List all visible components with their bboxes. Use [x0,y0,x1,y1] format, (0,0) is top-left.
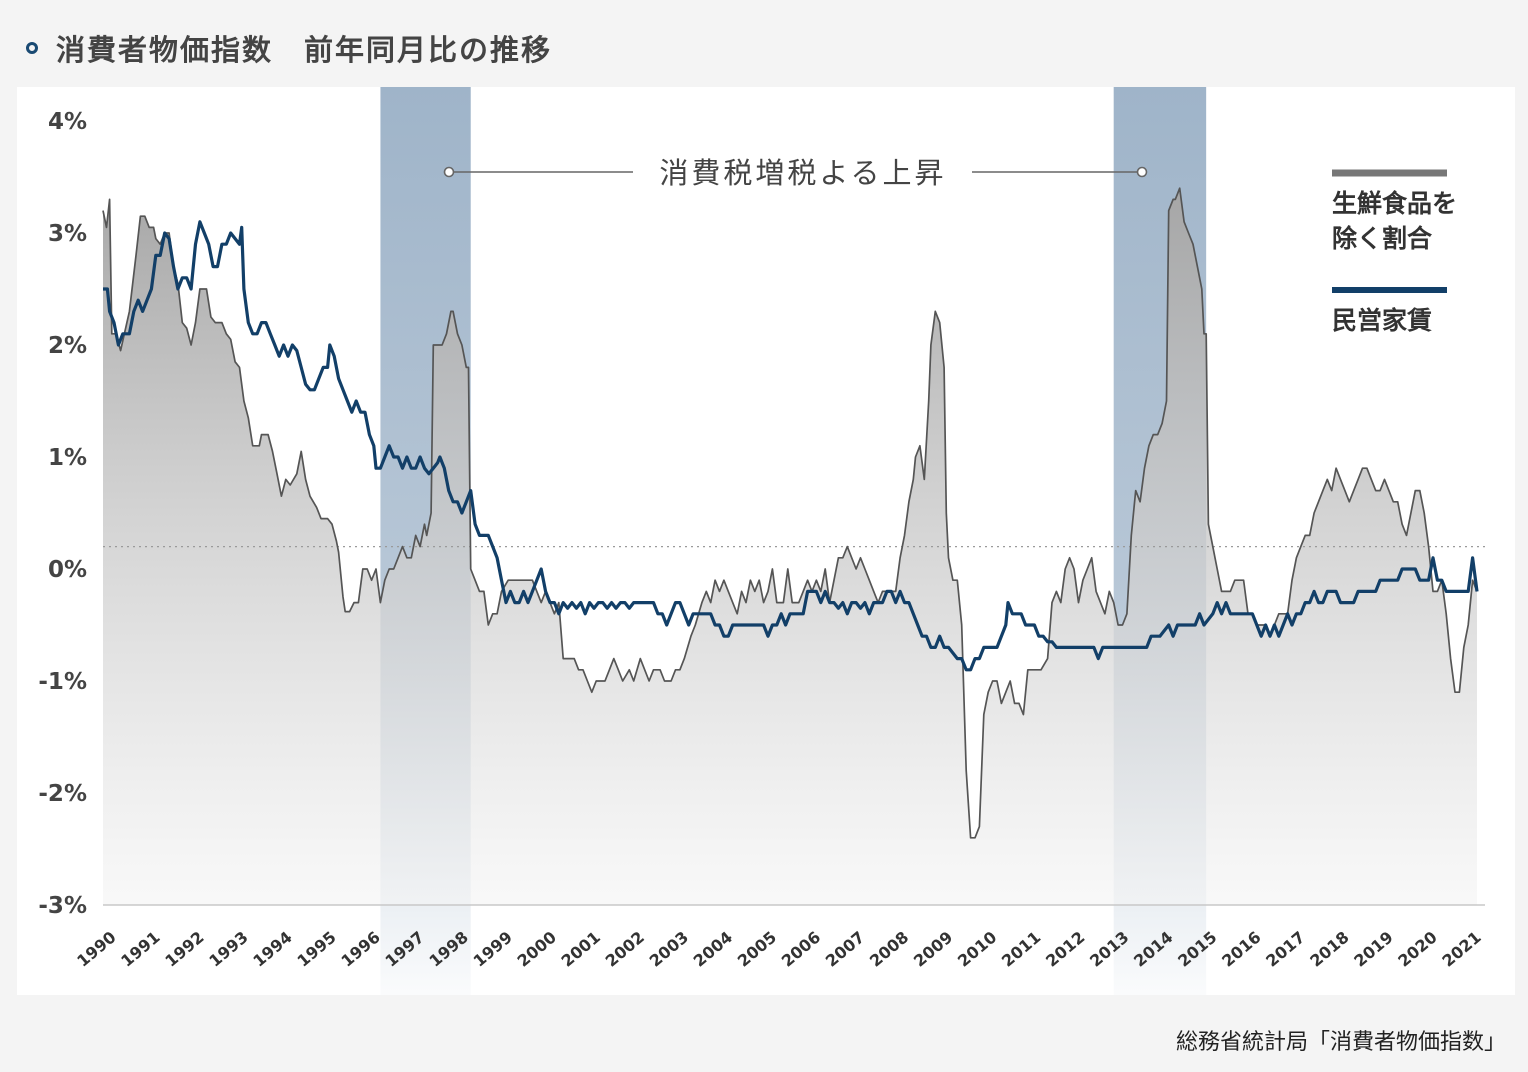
series-area-food [103,188,1477,905]
x-tick-label: 2004 [690,928,736,971]
chart-panel: 4% 3% 2% 1% 0% -1% -2% -3% 1990 1991 1992 1993 1994… [17,87,1515,995]
x-tick-label: 1996 [337,928,383,971]
x-tick-label: 2005 [734,928,780,971]
x-tick-label: 2003 [646,928,692,971]
annotation-marker-left [443,166,455,178]
x-tick-label: 2008 [866,928,912,971]
x-tick-label: 1999 [470,928,516,971]
x-tick-label: 1993 [205,928,251,971]
x-tick-label: 1992 [161,928,207,971]
chart-title-row: 消費者物価指数 前年同月比の推移 [26,26,552,70]
x-tick-label: 2019 [1350,928,1396,971]
x-tick-label: 2020 [1394,928,1440,971]
y-tick-label: 4% [48,109,87,135]
series-line-rent [103,220,1479,672]
source-credit: 総務省統計局「消費者物価指数」 [1175,1030,1506,1055]
legend-label-rent: 民営家賃 [1332,306,1432,335]
x-tick-label: 2016 [1218,928,1264,971]
x-tick-label: 2001 [558,928,604,971]
x-tick-label: 2017 [1262,928,1308,971]
annotation-label: 消費税増税よる上昇 [659,156,946,190]
y-tick-label: 1% [48,445,87,471]
y-tick-label: 2% [48,333,87,359]
x-tick-label: 1994 [249,928,295,971]
x-tick-label: 1995 [293,928,339,971]
x-tick-label: 2018 [1306,928,1352,971]
x-tick-label: 2007 [822,928,868,971]
x-tick-label: 2009 [910,928,956,971]
x-tick-label: 2011 [998,928,1044,971]
legend-label-food-line1: 生鮮食品を [1332,189,1457,218]
x-tick-label: 2021 [1438,928,1484,971]
title-bullet-icon [26,42,38,54]
x-tick-label: 2010 [954,928,1000,971]
x-tick-label: 2006 [778,928,824,971]
y-tick-label: 3% [48,221,87,247]
annotation-marker-right [1136,166,1148,178]
x-tick-label: 1991 [117,928,163,971]
x-tick-label: 2000 [514,928,560,971]
x-tick-label: 2012 [1042,928,1088,971]
x-tick-label: 1990 [73,928,119,971]
legend-label-food-line2: 除く割合 [1332,224,1433,253]
y-tick-label: -2% [38,781,87,807]
chart-title: 消費者物価指数 前年同月比の推移 [56,33,553,67]
y-tick-label: 0% [48,557,87,583]
y-tick-label: -1% [38,669,87,695]
x-tick-label: 2002 [602,928,648,971]
chart-svg: 4% 3% 2% 1% 0% -1% -2% -3% 19901991199219931994… [38,87,1485,995]
y-tick-label: -3% [38,893,87,919]
